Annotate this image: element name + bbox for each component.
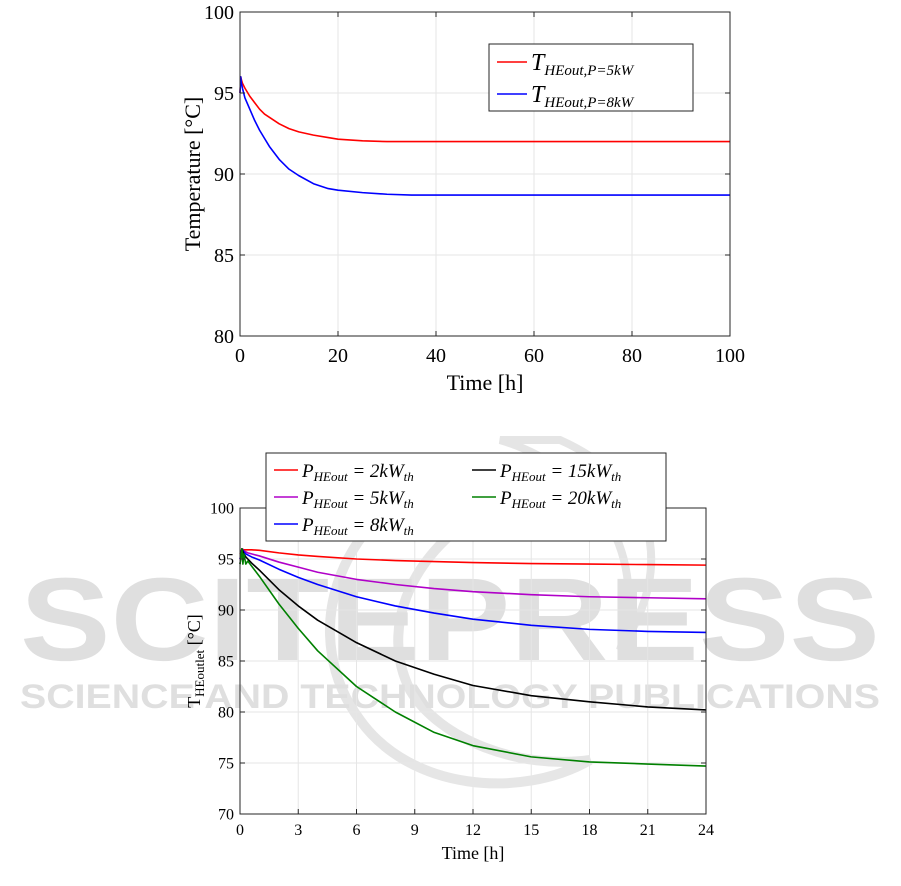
legend-label-8kw: THEout,P=8kW [531, 82, 635, 111]
watermark-swirl [325, 463, 593, 789]
x-tick-label: 6 [353, 822, 361, 839]
x-tick-label: 60 [524, 345, 544, 367]
y-tick-label: 80 [214, 326, 234, 348]
y-axis-label: THEoutlet [°C] [184, 614, 207, 708]
x-tick-label: 100 [715, 345, 745, 367]
y-tick-label: 80 [218, 705, 234, 722]
x-tick-label: 18 [582, 822, 598, 839]
legend-label-0: PHEout = 2kWth [301, 461, 414, 484]
y-axis-label: Temperature [°C] [180, 97, 205, 251]
legend-label-2: PHEout = 8kWth [301, 515, 414, 538]
x-tick-label: 12 [465, 822, 481, 839]
y-tick-label: 90 [218, 603, 234, 620]
x-tick-label: 3 [294, 822, 302, 839]
legend-label-5kw: THEout,P=5kW [531, 50, 635, 79]
x-tick-label: 20 [328, 345, 348, 367]
series-group [239, 76, 730, 196]
series-line-4 [239, 547, 707, 767]
legend-box [488, 43, 694, 112]
legend-label-4: PHEout = 20kWth [499, 488, 621, 511]
watermark: SCITEPRESS SCIENCE AND TECHNOLOGY PUBLIC… [20, 436, 880, 789]
tick-labels: 0 20 40 60 80 100 80 85 90 95 100 [204, 2, 745, 367]
y-tick-label: 85 [214, 245, 234, 267]
tick-labels: 0 3 6 9 12 15 18 21 24 70 75 80 85 90 95 100 [210, 501, 714, 839]
series-line-0 [239, 547, 707, 566]
series-line-0 [239, 76, 730, 143]
series-line-1 [239, 547, 707, 600]
x-tick-label: 9 [411, 822, 419, 839]
y-tick-label: 100 [210, 501, 234, 518]
legend: THEout,P=5kW THEout,P=8kW [488, 43, 694, 112]
x-tick-label: 0 [236, 822, 244, 839]
series-line-3 [239, 547, 707, 711]
legend-entries: PHEout = 2kWth PHEout = 5kWth PHEout = 8kW… [274, 461, 621, 538]
y-tick-label: 95 [218, 552, 234, 569]
y-tick-label: 100 [204, 2, 234, 24]
watermark-sub: SCIENCE AND TECHNOLOGY PUBLICATIONS [20, 678, 880, 716]
legend: PHEout = 2kWth PHEout = 5kWth PHEout = 8kW… [265, 452, 667, 542]
legend-box [265, 452, 667, 542]
x-axis-label: Time [h] [442, 843, 505, 863]
x-tick-label: 40 [426, 345, 446, 367]
legend-label-3: PHEout = 15kWth [499, 461, 621, 484]
x-axis-label: Time [h] [447, 370, 524, 395]
watermark-main: SCITEPRESS [20, 554, 880, 686]
x-tick-label: 15 [523, 822, 539, 839]
chart-top: 0 20 40 60 80 100 80 85 90 95 100 Time [h] Tempera… [180, 2, 745, 395]
y-tick-label: 90 [214, 164, 234, 186]
series-line-1 [239, 76, 730, 196]
x-tick-label: 0 [235, 345, 245, 367]
x-tick-label: 21 [640, 822, 656, 839]
y-tick-label: 95 [214, 83, 234, 105]
legend-label-1: PHEout = 5kWth [301, 488, 414, 511]
chart-bottom: 0 3 6 9 12 15 18 21 24 70 75 80 85 90 95 100 Time [h] T… [184, 452, 714, 863]
x-tick-label: 80 [622, 345, 642, 367]
y-tick-label: 75 [218, 756, 234, 773]
y-tick-label: 85 [218, 654, 234, 671]
x-tick-label: 24 [698, 822, 714, 839]
series-group [239, 547, 707, 767]
y-tick-label: 70 [218, 807, 234, 824]
series-line-2 [239, 547, 707, 634]
